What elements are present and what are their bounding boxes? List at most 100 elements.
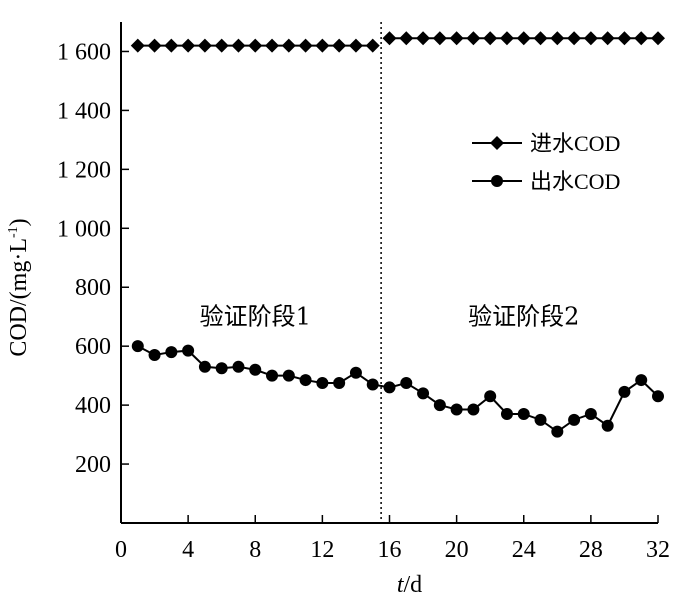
circle-marker bbox=[131, 340, 144, 353]
x-tick-label: 4 bbox=[182, 537, 194, 563]
diamond-marker bbox=[483, 31, 498, 46]
y-tick-label: 1 000 bbox=[57, 216, 111, 242]
diamond-marker bbox=[617, 31, 632, 46]
diamond-marker bbox=[231, 38, 246, 53]
circle-marker bbox=[182, 344, 195, 357]
y-tick-label: 1 200 bbox=[57, 157, 111, 183]
legend-circle-icon bbox=[491, 175, 503, 187]
circle-marker bbox=[635, 374, 648, 387]
circle-marker bbox=[198, 360, 211, 373]
diamond-marker bbox=[399, 31, 414, 46]
circle-marker bbox=[232, 360, 245, 373]
series-0 bbox=[130, 38, 380, 53]
labels-layer: 验证阶段1 验证阶段2 bbox=[200, 303, 580, 331]
y-tick-label: 1 600 bbox=[57, 39, 111, 65]
stage-label-2: 验证阶段2 bbox=[468, 303, 579, 331]
circle-marker bbox=[433, 399, 446, 412]
diamond-marker bbox=[432, 31, 447, 46]
stage-label-1: 验证阶段1 bbox=[200, 303, 311, 331]
diamond-marker bbox=[583, 31, 598, 46]
diamond-marker bbox=[248, 38, 263, 53]
y-axis-title: COD/(mg·L-1) bbox=[6, 218, 32, 356]
diamond-marker bbox=[315, 38, 330, 53]
diamond-marker bbox=[634, 31, 649, 46]
diamond-marker bbox=[466, 31, 481, 46]
y-tick-label: 200 bbox=[75, 452, 111, 478]
circle-marker bbox=[148, 349, 161, 362]
diamond-marker bbox=[516, 31, 531, 46]
circle-marker bbox=[467, 403, 480, 416]
x-tick-label: 16 bbox=[378, 537, 402, 563]
diamond-marker bbox=[265, 38, 280, 53]
diamond-marker bbox=[214, 38, 229, 53]
legend: 进水COD 出水COD bbox=[472, 131, 620, 194]
circle-marker bbox=[383, 381, 396, 394]
diamond-marker bbox=[197, 38, 212, 53]
circle-marker bbox=[165, 346, 178, 359]
circle-marker bbox=[584, 407, 597, 420]
diamond-marker bbox=[298, 38, 313, 53]
series-1 bbox=[382, 31, 665, 46]
legend-label: 进水COD bbox=[530, 131, 620, 156]
x-axis-title-unit: /d bbox=[404, 572, 423, 598]
diamond-marker bbox=[449, 31, 464, 46]
circle-marker bbox=[652, 390, 664, 403]
x-tick-label: 32 bbox=[646, 537, 670, 563]
circle-marker bbox=[266, 369, 279, 382]
x-tick-label: 28 bbox=[579, 537, 603, 563]
series-layer bbox=[130, 31, 665, 438]
circle-marker bbox=[601, 419, 614, 432]
y-axis-title-close: ) bbox=[6, 218, 32, 226]
x-tick-label: 0 bbox=[115, 537, 127, 563]
circle-marker bbox=[282, 369, 295, 382]
diamond-marker bbox=[365, 38, 380, 53]
diamond-marker bbox=[348, 38, 363, 53]
diamond-marker bbox=[147, 38, 162, 53]
diamond-marker bbox=[416, 31, 431, 46]
x-axis-title-variable: t bbox=[397, 572, 405, 598]
axes: 0 4 8 12 16 20 24 28 32 200 400 600 800 1 000 1 200 1 4… bbox=[6, 22, 670, 598]
y-tick-label: 800 bbox=[75, 275, 111, 301]
diamond-marker bbox=[550, 31, 565, 46]
circle-marker bbox=[316, 377, 329, 390]
circle-marker bbox=[333, 377, 346, 390]
diamond-marker bbox=[600, 31, 615, 46]
diamond-marker bbox=[281, 38, 296, 53]
circle-marker bbox=[400, 377, 413, 390]
diamond-marker bbox=[651, 31, 665, 46]
circle-marker bbox=[517, 407, 530, 420]
circle-marker bbox=[349, 366, 362, 379]
circle-marker bbox=[500, 407, 513, 420]
x-tick-label: 8 bbox=[249, 537, 261, 563]
circle-marker bbox=[215, 362, 228, 375]
diamond-marker bbox=[332, 38, 347, 53]
diamond-marker bbox=[164, 38, 179, 53]
y-tick-label: 600 bbox=[75, 334, 111, 360]
diamond-marker bbox=[382, 31, 397, 46]
x-tick-label: 24 bbox=[512, 537, 536, 563]
circle-marker bbox=[534, 413, 547, 426]
legend-label: 出水COD bbox=[530, 169, 620, 194]
y-tick-label: 1 400 bbox=[57, 98, 111, 124]
y-axis-title-superscript: -1 bbox=[6, 226, 21, 238]
circle-marker bbox=[366, 378, 379, 391]
circle-marker bbox=[551, 425, 564, 438]
x-axis-title: t/d bbox=[397, 572, 422, 598]
circle-marker bbox=[568, 413, 581, 426]
circle-marker bbox=[450, 403, 463, 416]
circle-marker bbox=[299, 374, 312, 387]
circle-marker bbox=[417, 387, 430, 400]
diamond-marker bbox=[567, 31, 582, 46]
x-tick-label: 20 bbox=[445, 537, 469, 563]
diamond-marker bbox=[499, 31, 514, 46]
diamond-marker bbox=[130, 38, 145, 53]
circle-marker bbox=[618, 385, 631, 398]
y-tick-label: 400 bbox=[75, 393, 111, 419]
circle-marker bbox=[484, 390, 497, 403]
circle-marker bbox=[249, 363, 262, 376]
diamond-marker bbox=[533, 31, 548, 46]
legend-diamond-icon bbox=[490, 136, 504, 150]
diamond-marker bbox=[181, 38, 196, 53]
y-axis-title-main: COD/(mg·L bbox=[6, 238, 32, 357]
